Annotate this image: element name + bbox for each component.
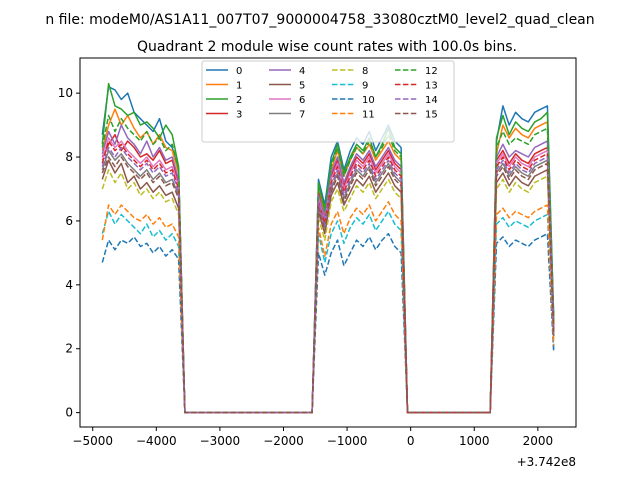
chart-title: Quadrant 2 module wise count rates with … <box>137 39 517 55</box>
y-tick-label: 6 <box>65 214 73 228</box>
x-tick-label: −4000 <box>136 434 177 448</box>
x-tick-label: 0 <box>407 434 415 448</box>
figure-suptitle: n file: modeM0/AS1A11_007T07_9000004758_… <box>45 12 594 28</box>
legend-label-9: 9 <box>362 81 368 92</box>
x-tick-label: −2000 <box>263 434 304 448</box>
x-tick-label: 2000 <box>523 434 554 448</box>
legend-label-15: 15 <box>425 110 438 121</box>
legend-label-8: 8 <box>362 66 368 77</box>
legend-label-13: 13 <box>425 81 438 92</box>
legend-label-11: 11 <box>362 110 375 121</box>
legend-label-10: 10 <box>362 95 375 106</box>
x-tick-label: −3000 <box>200 434 241 448</box>
legend-label-7: 7 <box>299 110 305 121</box>
y-tick-label: 10 <box>58 86 73 100</box>
y-tick-label: 4 <box>65 278 73 292</box>
legend-label-12: 12 <box>425 66 438 77</box>
y-axis: 0 2 4 6 8 10 <box>58 86 80 420</box>
legend-label-5: 5 <box>299 81 305 92</box>
x-axis-offset-label: +3.742e8 <box>517 455 576 469</box>
legend-label-3: 3 <box>236 110 242 121</box>
x-tick-label: −1000 <box>327 434 368 448</box>
plot-frame <box>79 57 577 428</box>
series-layer <box>101 82 555 414</box>
legend-label-1: 1 <box>236 81 242 92</box>
y-tick-label: 0 <box>65 406 73 420</box>
x-tick-label: −5000 <box>72 434 113 448</box>
series-line-14 <box>101 146 555 414</box>
series-line-13 <box>101 140 555 414</box>
legend-label-2: 2 <box>236 95 242 106</box>
y-tick-label: 8 <box>65 150 73 164</box>
legend-label-4: 4 <box>299 66 305 77</box>
x-axis: −5000 −4000 −3000 −2000 −1000 0 1000 2000 <box>72 427 553 448</box>
y-tick-label: 2 <box>65 342 73 356</box>
legend-label-6: 6 <box>299 95 305 106</box>
series-line-15 <box>101 156 555 414</box>
legend-label-0: 0 <box>236 66 242 77</box>
legend-box <box>201 60 455 143</box>
x-tick-label: 1000 <box>459 434 490 448</box>
legend-label-14: 14 <box>425 95 438 106</box>
series-line-9 <box>101 210 555 414</box>
